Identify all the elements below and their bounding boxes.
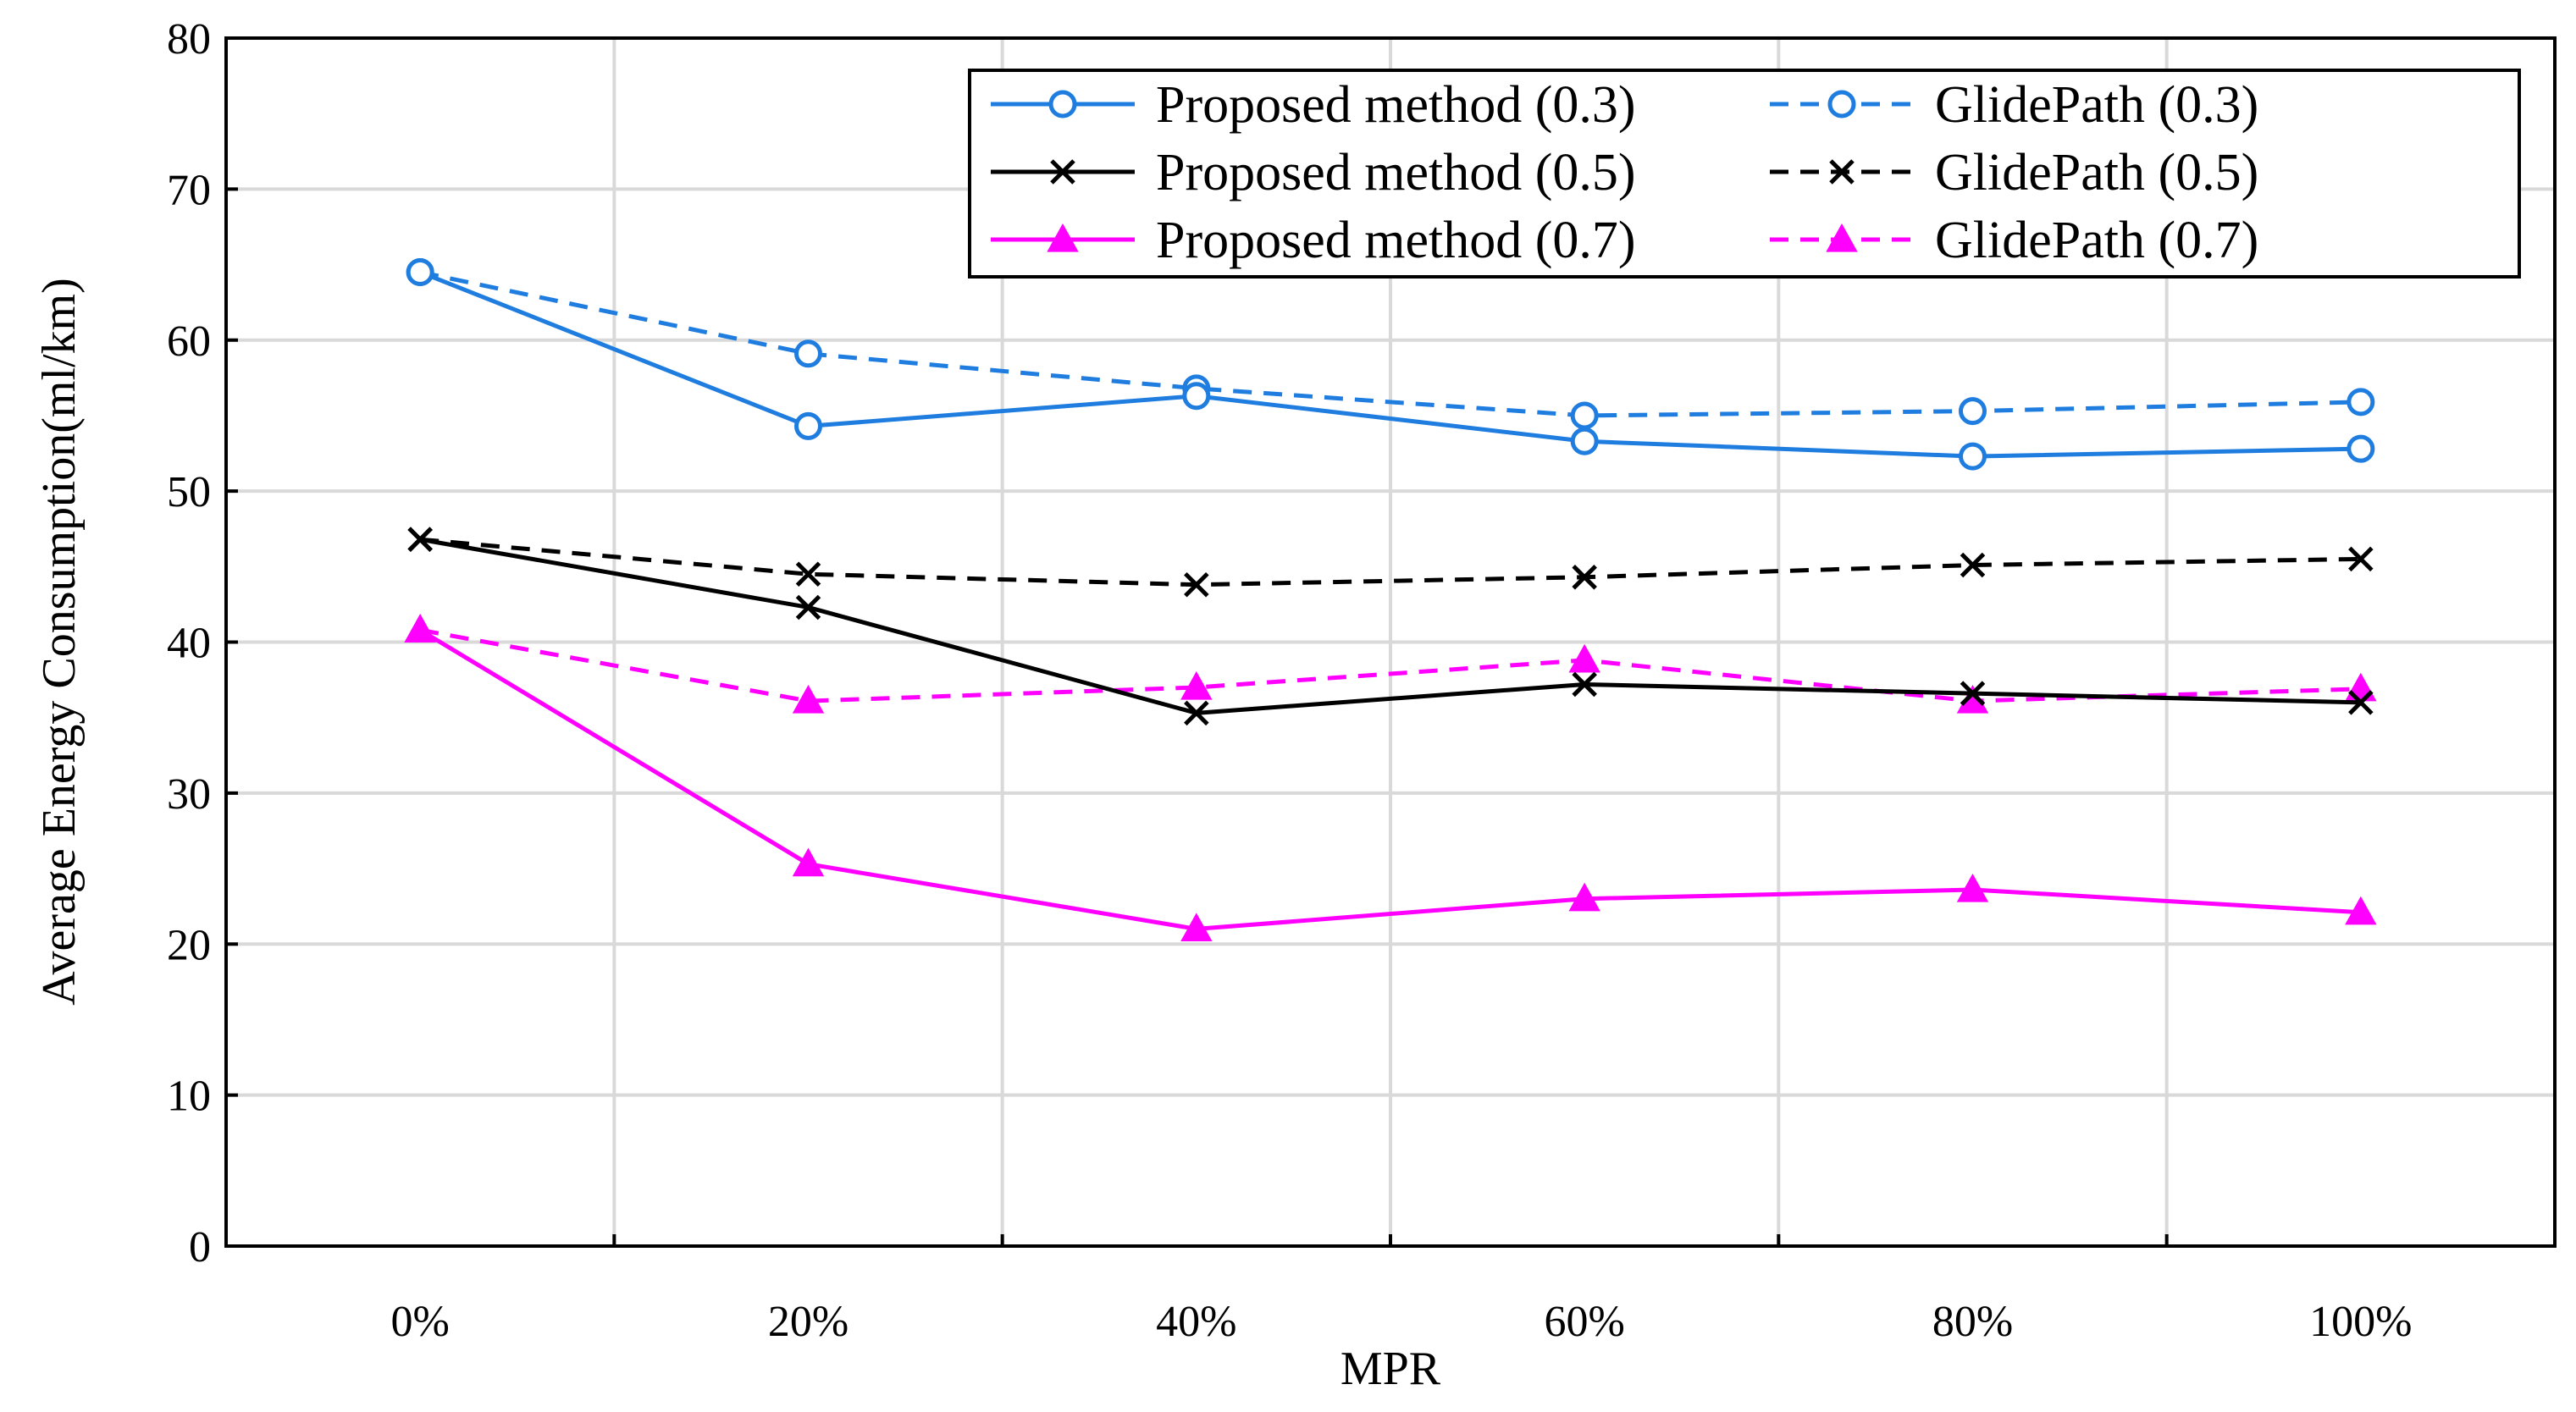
legend-entry: GlidePath (0.5)	[1770, 144, 2258, 201]
legend-entry: Proposed method (0.7)	[991, 212, 1636, 269]
data-point	[1184, 700, 1209, 726]
data-point	[1960, 681, 1986, 706]
legend-box	[968, 69, 2521, 279]
legend-entry: Proposed method (0.5)	[991, 144, 1636, 201]
legend-marker	[1827, 90, 1856, 119]
legend-label: Proposed method (0.5)	[1156, 144, 1636, 201]
marker-stroke	[1050, 159, 1075, 185]
legend-marker	[1050, 159, 1075, 185]
series-proposed-method-0-5	[407, 527, 2374, 726]
marker-stroke	[1960, 681, 1986, 706]
data-point	[792, 685, 825, 714]
x-tick-label: 40%	[1156, 1298, 1236, 1346]
data-point	[1570, 401, 1599, 430]
legend-marker	[1829, 159, 1855, 185]
marker-stroke	[2348, 690, 2374, 715]
x-tick-label: 20%	[768, 1298, 849, 1346]
y-tick-label: 80	[167, 15, 211, 63]
data-point	[2348, 546, 2374, 572]
data-point	[794, 411, 822, 440]
data-point	[1960, 552, 1986, 578]
data-point	[2347, 388, 2375, 416]
legend-entry: GlidePath (0.3)	[1770, 76, 2258, 134]
x-axis-title: MPR	[1341, 1343, 1441, 1395]
data-point	[1568, 882, 1600, 912]
legend: Proposed method (0.3) GlidePath (0.3) Prop…	[968, 69, 2521, 279]
data-point	[1182, 382, 1211, 411]
x-tick-label: 0%	[391, 1298, 450, 1346]
marker-stroke	[1572, 565, 1597, 590]
legend-label: GlidePath (0.5)	[1935, 144, 2258, 201]
data-point	[2348, 690, 2374, 715]
y-tick-label: 0	[189, 1223, 211, 1271]
marker-stroke	[1184, 571, 1209, 598]
data-point	[1956, 873, 1989, 902]
x-tick-label: 60%	[1545, 1298, 1625, 1346]
data-point	[1572, 565, 1597, 590]
series-proposed-method-0-7	[404, 614, 2377, 942]
data-point	[1568, 643, 1600, 673]
y-tick-label: 10	[167, 1073, 211, 1121]
series-line	[419, 537, 2361, 715]
legend-marker	[1048, 90, 1077, 119]
data-point	[1959, 442, 1987, 471]
series-line	[419, 537, 2361, 587]
marker-stroke	[1960, 552, 1986, 578]
y-tick-label: 70	[167, 166, 211, 214]
data-point	[1184, 571, 1209, 598]
data-point	[792, 847, 825, 877]
data-point	[404, 614, 436, 643]
legend-entry: GlidePath (0.7)	[1770, 212, 2258, 269]
legend-entry: Proposed method (0.3)	[991, 76, 1636, 134]
x-tick-label: 80%	[1932, 1298, 2013, 1346]
series-layer	[404, 257, 2377, 942]
series-line	[419, 627, 2361, 703]
data-point	[2347, 434, 2375, 463]
series-line	[419, 270, 2361, 418]
data-point	[1180, 670, 1213, 700]
marker-stroke	[1829, 159, 1855, 185]
data-point	[795, 561, 821, 587]
x-tick-label: 100%	[2309, 1298, 2412, 1346]
series-proposed-method-0-3	[406, 257, 2375, 471]
y-tick-label: 30	[167, 770, 211, 819]
data-point	[1180, 913, 1213, 942]
legend-label: GlidePath (0.7)	[1935, 212, 2258, 269]
y-tick-label: 50	[167, 468, 211, 516]
series-line	[418, 628, 2361, 931]
axis-ticks: 0 10 20 30 40 50 60 70 80 0% 20% 40% 60% 80% 100%	[167, 15, 2412, 1346]
legend-marker	[1826, 223, 1858, 252]
legend-marker	[1047, 223, 1079, 252]
data-point	[1572, 671, 1597, 698]
y-tick-label: 20	[167, 921, 211, 969]
legend-label: GlidePath (0.3)	[1935, 76, 2258, 134]
series-line	[419, 270, 2361, 459]
data-point	[407, 527, 433, 552]
data-point	[795, 594, 821, 621]
marker-stroke	[795, 594, 821, 621]
data-point	[1959, 397, 1987, 426]
y-axis-title: Average Energy Consumption(ml/km)	[33, 278, 86, 1006]
data-point	[2345, 672, 2377, 702]
data-point	[2345, 896, 2377, 925]
data-point	[1570, 427, 1599, 455]
marker-stroke	[1184, 700, 1209, 726]
legend-label: Proposed method (0.3)	[1156, 76, 1636, 134]
y-tick-label: 60	[167, 317, 211, 366]
data-point	[406, 257, 434, 286]
marker-stroke	[795, 561, 821, 587]
y-tick-label: 40	[167, 620, 211, 668]
marker-stroke	[1572, 671, 1597, 698]
marker-stroke	[2348, 546, 2374, 572]
legend-label: Proposed method (0.7)	[1156, 212, 1636, 269]
data-point	[794, 339, 822, 368]
marker-stroke	[407, 527, 433, 552]
